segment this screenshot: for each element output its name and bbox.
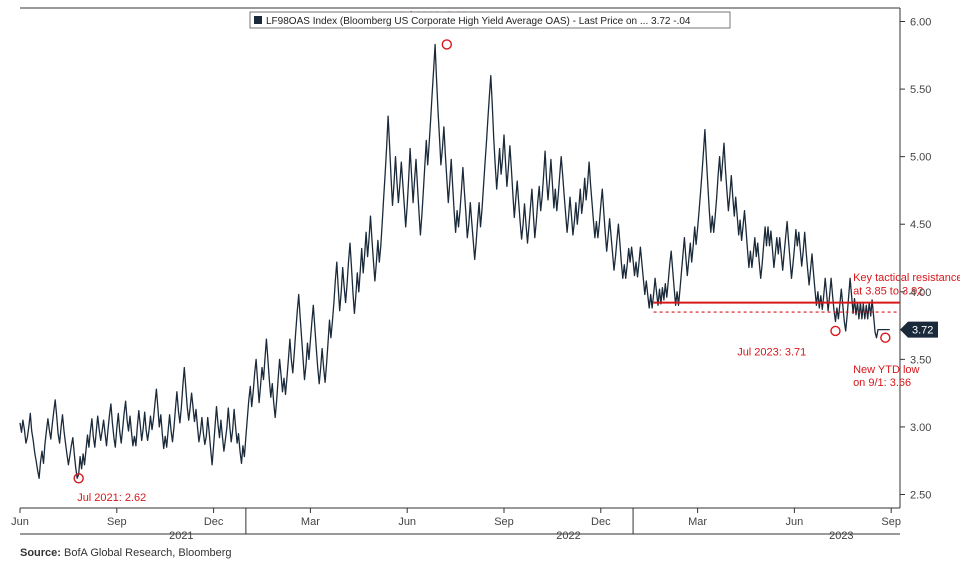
- svg-text:3.00: 3.00: [910, 422, 931, 434]
- svg-text:5.50: 5.50: [910, 84, 931, 96]
- x-ticks: Jun Sep Dec Mar Jun Sep Dec Mar Jun Sep 2021 2022 20…: [11, 508, 901, 542]
- axis-group: [20, 8, 900, 508]
- svg-text:Mar: Mar: [688, 516, 707, 528]
- svg-text:Sep: Sep: [881, 516, 901, 528]
- svg-text:Jun: Jun: [398, 516, 416, 528]
- svg-text:Mar: Mar: [301, 516, 320, 528]
- svg-text:Sep: Sep: [107, 516, 127, 528]
- y-ticks: 2.50 3.00 3.50 4.00 4.50 5.00 5.50 6.00: [900, 17, 931, 502]
- source-text: Source: BofA Global Research, Bloomberg: [20, 547, 232, 559]
- svg-text:Jun: Jun: [11, 516, 29, 528]
- svg-text:on 9/1: 3.66: on 9/1: 3.66: [853, 377, 911, 389]
- svg-text:Sep: Sep: [494, 516, 514, 528]
- svg-text:LF98OAS Index (Bloomberg US Co: LF98OAS Index (Bloomberg US Corporate Hi…: [266, 16, 691, 27]
- svg-text:3.50: 3.50: [910, 354, 931, 366]
- svg-text:6.00: 6.00: [910, 17, 931, 29]
- svg-text:Jun: Jun: [786, 516, 804, 528]
- current-price-box: 3.72: [900, 322, 938, 338]
- svg-text:Dec: Dec: [591, 516, 611, 528]
- svg-text:4.00: 4.00: [910, 287, 931, 299]
- chart-svg: Key tactical resistanceat 3.85 to 3.92 J…: [0, 0, 960, 571]
- svg-text:2021: 2021: [169, 530, 193, 542]
- price-line: [20, 45, 890, 479]
- svg-text:Dec: Dec: [204, 516, 224, 528]
- svg-text:Jul 2023: 3.71: Jul 2023: 3.71: [737, 346, 806, 358]
- svg-text:Key tactical resistance: Key tactical resistance: [853, 272, 960, 284]
- svg-text:2.50: 2.50: [910, 489, 931, 501]
- legend: LF98OAS Index (Bloomberg US Corporate Hi…: [250, 12, 730, 28]
- svg-text:4.50: 4.50: [910, 219, 931, 231]
- chart-container: Key tactical resistanceat 3.85 to 3.92 J…: [0, 0, 960, 571]
- svg-text:Source: BofA Global Research,: Source: BofA Global Research, Bloomberg: [20, 547, 232, 559]
- svg-text:2022: 2022: [556, 530, 580, 542]
- svg-text:5.00: 5.00: [910, 152, 931, 164]
- svg-text:3.72: 3.72: [912, 325, 933, 337]
- svg-text:2023: 2023: [829, 530, 853, 542]
- svg-text:Jul 2021: 2.62: Jul 2021: 2.62: [77, 492, 146, 504]
